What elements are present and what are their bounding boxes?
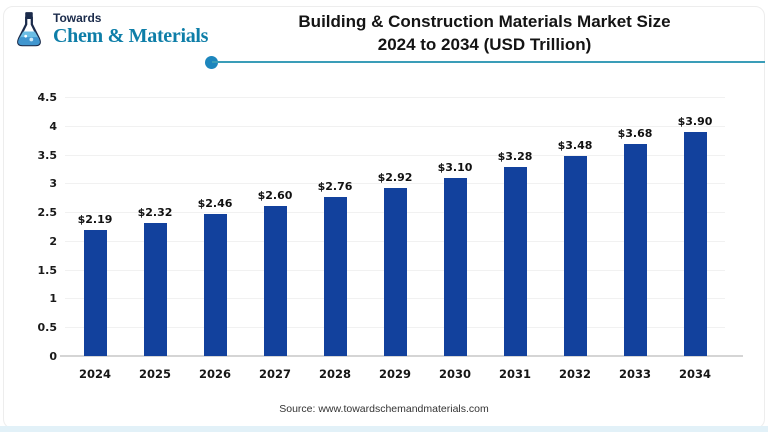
y-tick-label: 0.5 [37,321,58,335]
brand-logo: Towards Chem & Materials [13,8,208,52]
y-tick-label: 0 [49,350,57,363]
bar [563,155,587,356]
x-tick-label: 2027 [258,367,291,381]
x-axis-line [60,355,743,357]
flask-icon [17,12,41,47]
bar [503,167,527,356]
y-tick-label: 4 [49,119,57,133]
bar [383,187,407,356]
y-tick-label: 2.5 [37,206,58,220]
bar-group-2030: $3.10 [425,161,485,356]
bar-value-label: $2.46 [197,197,233,211]
bar-group-2032: $3.48 [545,139,605,356]
bar-value-label: $3.68 [617,127,653,141]
bar-value-label: $3.10 [437,160,473,174]
x-tick-label: 2024 [78,367,111,381]
bar-group-2029: $2.92 [365,171,425,356]
bar-group-2033: $3.68 [605,127,665,356]
bottom-strip [0,426,768,432]
x-tick-label: 2026 [198,367,231,381]
chart-title-line1: Building & Construction Materials Market… [298,12,671,31]
bar-value-label: $2.19 [77,213,113,226]
chart-title: Building & Construction Materials Market… [205,10,764,56]
bar [83,230,107,356]
y-axis-labels: 0 0.5 1 1.5 2 2.5 3 3.5 4 4.5 [12,91,58,363]
bar-group-2026: $2.46 [185,197,245,356]
bar [623,144,647,356]
bar-group-2027: $2.60 [245,189,305,356]
x-tick-label: 2029 [378,367,411,381]
y-tick-label: 3.5 [37,148,58,162]
bar [143,222,167,356]
divider-dot [205,56,218,69]
x-tick-label: 2033 [618,367,651,381]
bar-group-2028: $2.76 [305,180,365,356]
x-tick-label: 2028 [318,367,351,381]
y-tick-label: 1 [49,292,57,306]
bar-value-label: $3.90 [677,114,713,128]
y-tick-label: 4.5 [37,91,58,104]
y-tick-label: 1.5 [37,263,58,277]
bar-group-2024: $2.19 [65,213,125,356]
gridline [65,125,725,127]
x-tick-label: 2034 [678,367,711,381]
bars-container: $2.19 $2.32 $2.46 $2.60 $2.76 $2.92 $3.10 $3.28… [65,98,725,356]
bar-value-label: $2.32 [137,205,173,219]
source-text: Source: www.towardschemandmaterials.com [279,403,489,415]
bar-group-2025: $2.32 [125,205,185,356]
divider-line [212,61,765,63]
bar [203,214,227,356]
x-tick-label: 2030 [438,367,471,381]
bar [683,131,707,356]
bar [443,177,467,356]
x-axis-labels: 2024 2025 2026 2027 2028 2029 2030 2031 2032 2033… [65,367,725,381]
gridline [65,97,725,98]
x-tick-label: 2031 [498,367,531,381]
bar-value-label: $2.92 [377,170,413,184]
x-tick-label: 2032 [558,367,591,381]
brand-name-text: Chem & Materials [53,25,209,47]
bar-value-label: $2.60 [257,189,293,203]
brand-text: Towards Chem & Materials [53,8,208,47]
bar [263,206,287,356]
bar-value-label: $2.76 [317,180,353,194]
x-tick-label: 2025 [138,367,171,381]
y-tick-label: 2 [49,234,57,248]
gridline [65,183,725,185]
bar-group-2034: $3.90 [665,114,725,356]
y-tick-label: 3 [49,177,57,191]
bar-value-label: $3.48 [557,138,593,152]
bar [323,197,347,356]
chart-title-line2: 2024 to 2034 (USD Trillion) [377,35,592,54]
bar-value-label: $3.28 [497,150,533,164]
gridline [65,154,725,156]
brand-top-text: Towards [53,11,102,25]
bar-group-2031: $3.28 [485,150,545,356]
plot-area: $2.19 $2.32 $2.46 $2.60 $2.76 $2.92 $3.10 $3.28… [60,97,743,357]
